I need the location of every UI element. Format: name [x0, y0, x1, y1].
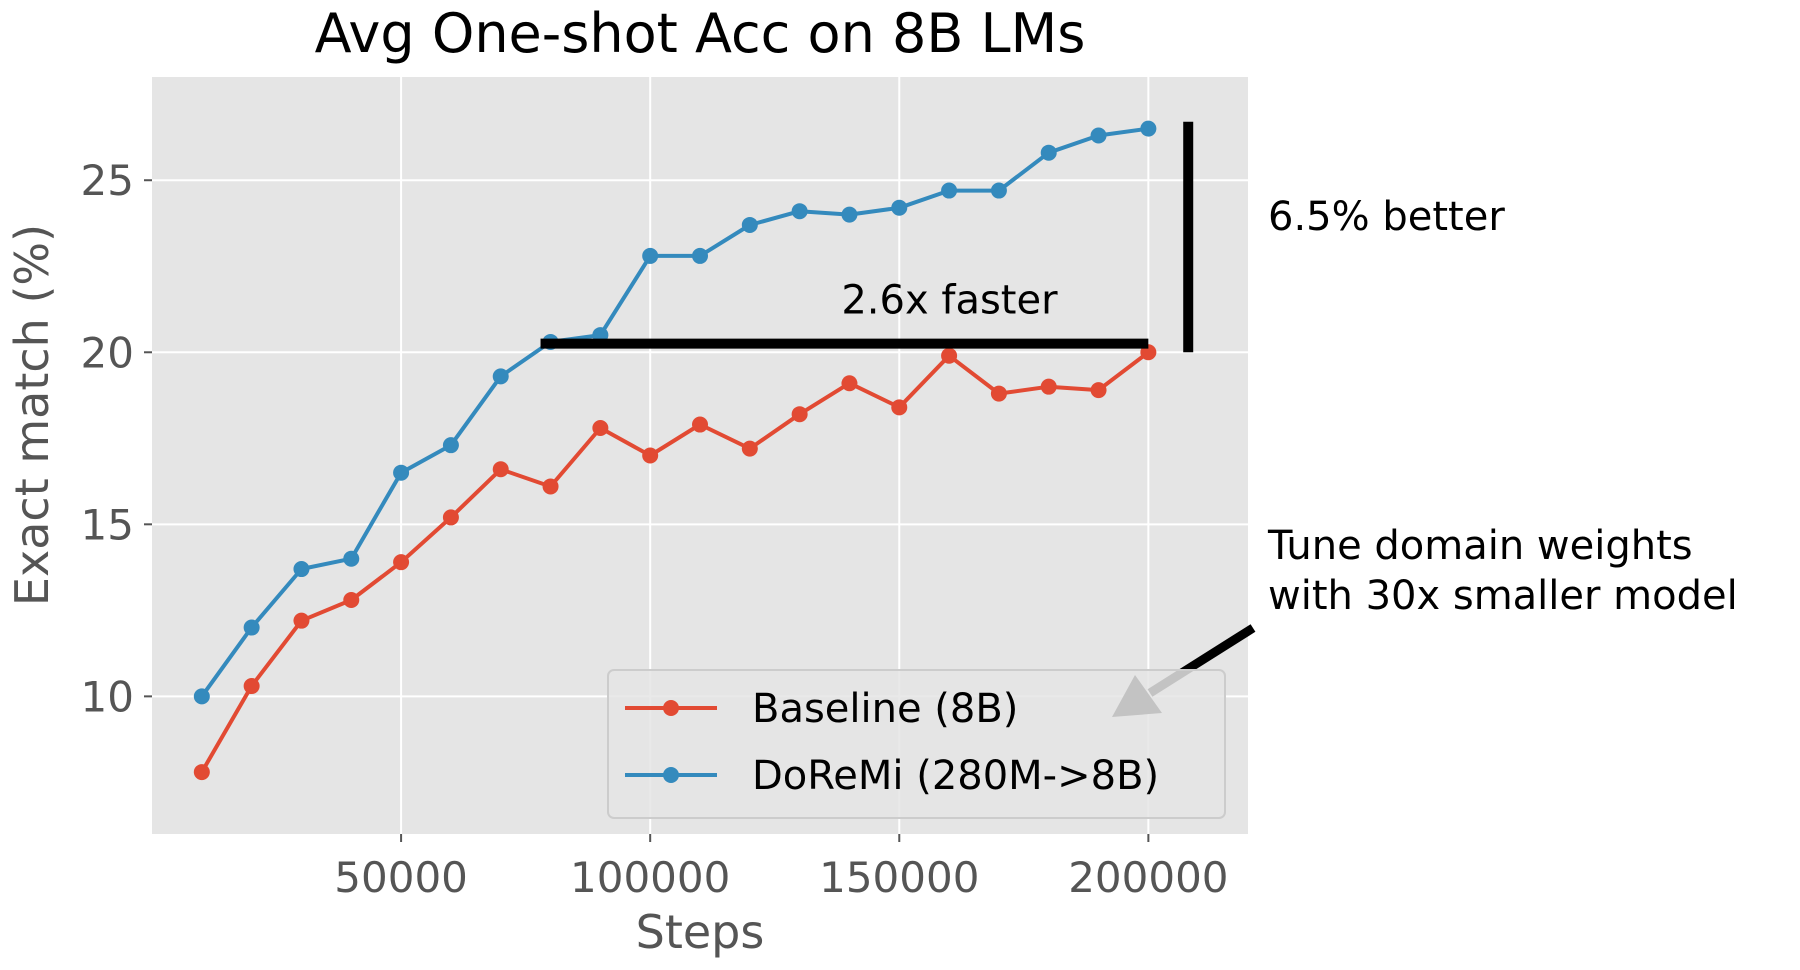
data-point-baseline	[891, 399, 908, 416]
data-point-baseline	[791, 406, 808, 423]
axis-ticks: 50000 100000 150000 200000 10 15 20 25	[81, 156, 1229, 902]
data-point-doremi	[293, 561, 310, 578]
data-point-baseline	[841, 375, 858, 392]
data-point-baseline	[492, 461, 509, 478]
x-tick-label: 100000	[570, 853, 730, 902]
data-point-baseline	[1040, 378, 1057, 395]
data-point-doremi	[1140, 120, 1157, 137]
data-point-doremi	[442, 437, 459, 454]
legend-marker-doremi	[663, 767, 679, 783]
data-point-baseline	[692, 416, 708, 433]
y-tick-label: 25	[81, 156, 134, 205]
data-point-doremi	[243, 619, 260, 636]
legend-label-baseline: Baseline (8B)	[752, 686, 1018, 732]
data-point-baseline	[293, 612, 310, 629]
data-point-doremi	[193, 688, 210, 705]
x-tick-label: 50000	[334, 853, 468, 902]
legend-marker-baseline	[663, 700, 679, 716]
data-point-baseline	[741, 440, 758, 457]
data-point-baseline	[990, 385, 1007, 402]
data-point-doremi	[343, 550, 360, 567]
x-tick-label: 150000	[819, 853, 979, 902]
data-point-doremi	[1040, 144, 1057, 161]
legend: Baseline (8B) DoReMi (280M->8B)	[607, 669, 1226, 819]
legend-box	[607, 669, 1226, 819]
data-point-baseline	[592, 419, 609, 436]
data-point-baseline	[642, 447, 659, 464]
data-point-doremi	[791, 203, 808, 220]
faster-annotation: 2.6x faster	[841, 278, 1058, 324]
legend-label-doremi: DoReMi (280M->8B)	[752, 753, 1159, 799]
x-axis-label: Steps	[636, 905, 765, 959]
data-point-baseline	[193, 764, 210, 781]
data-point-doremi	[1090, 127, 1107, 144]
x-tick-label: 200000	[1068, 853, 1228, 902]
y-tick-label: 10	[81, 672, 134, 721]
data-point-baseline	[343, 592, 360, 609]
data-point-baseline	[442, 509, 459, 526]
series-line-baseline	[200, 350, 1150, 774]
y-tick-label: 15	[81, 500, 134, 549]
y-tick-label: 20	[81, 328, 134, 377]
series-line-doremi	[200, 126, 1149, 698]
data-point-doremi	[692, 247, 708, 264]
data-point-baseline	[1090, 382, 1107, 399]
data-point-doremi	[891, 199, 908, 216]
data-point-doremi	[741, 216, 758, 233]
chart-title: Avg One-shot Acc on 8B LMs	[315, 2, 1086, 65]
tune-annotation-line-1: Tune domain weights	[1267, 523, 1693, 569]
data-point-doremi	[841, 206, 858, 223]
data-point-doremi	[941, 182, 958, 199]
data-point-doremi	[990, 182, 1007, 199]
data-series	[193, 120, 1157, 781]
tune-annotation-line-2: with 30x smaller model	[1268, 573, 1738, 619]
annotations: 2.6x faster 6.5% better Tune domain weig…	[540, 121, 1738, 717]
data-point-baseline	[393, 554, 410, 571]
data-point-baseline	[542, 478, 559, 495]
y-axis-label: Exact match (%)	[5, 224, 59, 606]
better-annotation: 6.5% better	[1268, 194, 1505, 240]
data-point-doremi	[642, 247, 659, 264]
data-point-doremi	[492, 368, 509, 385]
data-point-baseline	[243, 678, 260, 695]
data-point-doremi	[393, 464, 410, 481]
data-point-baseline	[941, 347, 958, 364]
